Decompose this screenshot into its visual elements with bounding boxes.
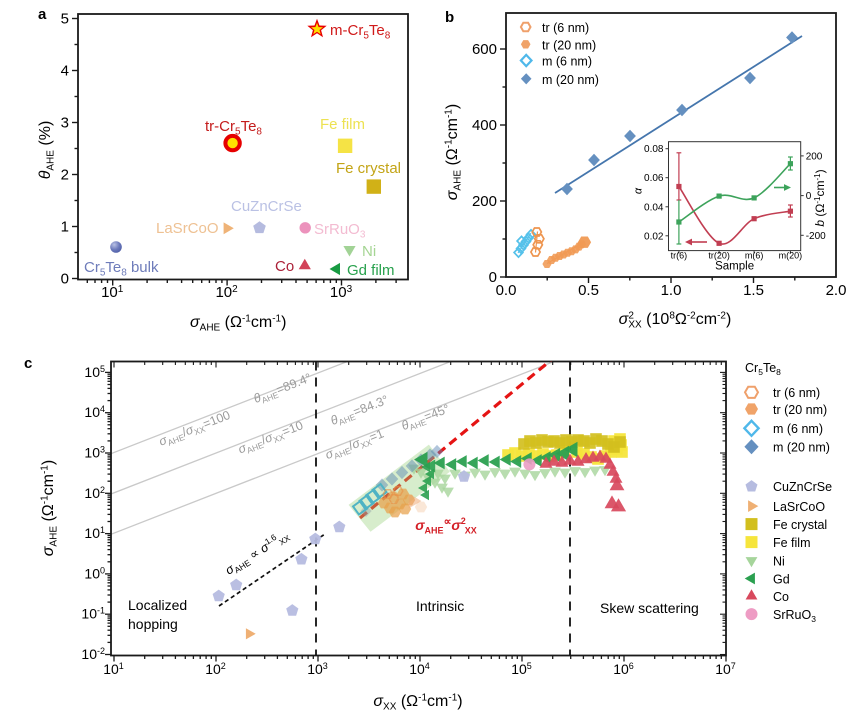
svg-text:Fe crystal: Fe crystal [336,160,401,177]
svg-text:tr(6): tr(6) [671,251,688,261]
svg-text:m-Cr5Te8: m-Cr5Te8 [330,22,391,42]
svg-text:106​: 106​ [613,661,634,677]
svg-text:σAHE∝σ2XX: σAHE∝σ2XX [415,516,477,536]
svg-text:102​: 102​ [205,661,226,677]
svg-text:m (20 nm): m (20 nm) [542,73,599,87]
svg-text:b: b [445,9,454,26]
svg-text:Fe crystal: Fe crystal [773,518,827,532]
svg-text:0.0: 0.0 [496,282,517,299]
svg-text:100​: 100​ [84,565,105,581]
svg-text:m (20 nm): m (20 nm) [773,441,830,455]
svg-text:m (6 nm): m (6 nm) [773,422,823,436]
svg-text:tr (6 nm): tr (6 nm) [542,21,589,35]
svg-text:CuZnCrSe: CuZnCrSe [231,198,302,215]
svg-text:c: c [24,355,32,372]
svg-text:σAHE (Ω-1cm-1): σAHE (Ω-1cm-1) [444,104,464,200]
svg-text:0.06: 0.06 [644,173,664,184]
svg-text:104​: 104​ [409,661,430,677]
svg-text:0.5: 0.5 [578,282,599,299]
svg-text:103​: 103​ [307,661,328,677]
svg-text:-200: -200 [806,231,826,242]
svg-text:σAHE (Ω-1cm-1): σAHE (Ω-1cm-1) [190,314,286,334]
svg-text:tr(20): tr(20) [708,251,730,261]
svg-text:0.08: 0.08 [644,144,664,155]
svg-text:4: 4 [61,63,69,80]
svg-text:2.0: 2.0 [826,282,847,299]
svg-text:σXX (Ω-1cm-1): σXX (Ω-1cm-1) [373,693,462,713]
svg-text:Ni: Ni [362,243,376,260]
svg-text:400: 400 [472,117,497,134]
svg-text:103​: 103​ [84,445,105,461]
svg-text:m(20): m(20) [779,251,803,261]
svg-text:107​: 107​ [715,661,736,677]
svg-text:Skew scattering: Skew scattering [600,600,699,616]
svg-text:LaSrCoO: LaSrCoO [773,500,825,514]
svg-text:Co: Co [275,258,294,275]
svg-text:m (6 nm): m (6 nm) [542,55,592,69]
svg-text:Sample: Sample [715,261,754,273]
svg-text:1: 1 [61,219,69,236]
svg-text:Cr5Te8: Cr5Te8 [745,361,781,377]
svg-text:1.0: 1.0 [661,282,682,299]
svg-text:200: 200 [806,151,823,162]
svg-text:CuZnCrSe: CuZnCrSe [773,480,832,494]
svg-text:0.02: 0.02 [644,231,664,242]
svg-text:Gd film: Gd film [347,262,395,279]
svg-text:θAHE (%): θAHE (%) [37,121,57,180]
svg-text:SrRuO3: SrRuO3 [314,221,366,241]
svg-text:105​: 105​ [84,364,105,380]
svg-text:Co: Co [773,590,789,604]
svg-text:0: 0 [61,271,69,288]
svg-text:Localized: Localized [128,597,187,613]
svg-text:1.5: 1.5 [743,282,764,299]
svg-text:0: 0 [806,191,812,202]
svg-text:tr-Cr5Te8: tr-Cr5Te8 [205,118,262,138]
svg-text:Fe film: Fe film [773,536,811,550]
svg-text:105​: 105​ [511,661,532,677]
svg-text:Gd: Gd [773,573,790,587]
svg-text:LaSrCoO: LaSrCoO [156,220,219,237]
svg-text:101​: 101​ [84,525,105,541]
svg-text:0: 0 [489,269,497,286]
svg-text:tr (20 nm): tr (20 nm) [542,39,596,53]
svg-text:Ni: Ni [773,555,785,569]
svg-text:5: 5 [61,11,69,28]
svg-text:σ2XX (108Ω-2cm-2): σ2 XX (108Ω-2cm-2) [619,311,732,331]
svg-text:3: 3 [61,115,69,132]
svg-text:hopping: hopping [128,616,178,632]
svg-text:102​: 102​ [84,485,105,501]
svg-text:tr (6 nm): tr (6 nm) [773,386,820,400]
svg-text:2: 2 [61,167,69,184]
svg-text:α: α [633,187,645,194]
svg-text:101​: 101​ [103,661,124,677]
svg-text:0.04: 0.04 [644,202,664,213]
svg-text:m(6): m(6) [745,251,764,261]
svg-text:tr (20 nm): tr (20 nm) [773,403,827,417]
svg-text:Fe film: Fe film [320,116,365,133]
svg-text:b (Ω-1cm-1): b (Ω-1cm-1) [813,169,827,226]
svg-text:104​: 104​ [84,404,105,420]
svg-text:600: 600 [472,41,497,58]
svg-text:200: 200 [472,193,497,210]
svg-text:a: a [38,6,47,23]
svg-text:SrRuO3: SrRuO3 [773,608,816,624]
svg-text:σAHE (Ω-1cm-1): σAHE (Ω-1cm-1) [40,460,60,556]
svg-text:Intrinsic: Intrinsic [416,598,464,614]
